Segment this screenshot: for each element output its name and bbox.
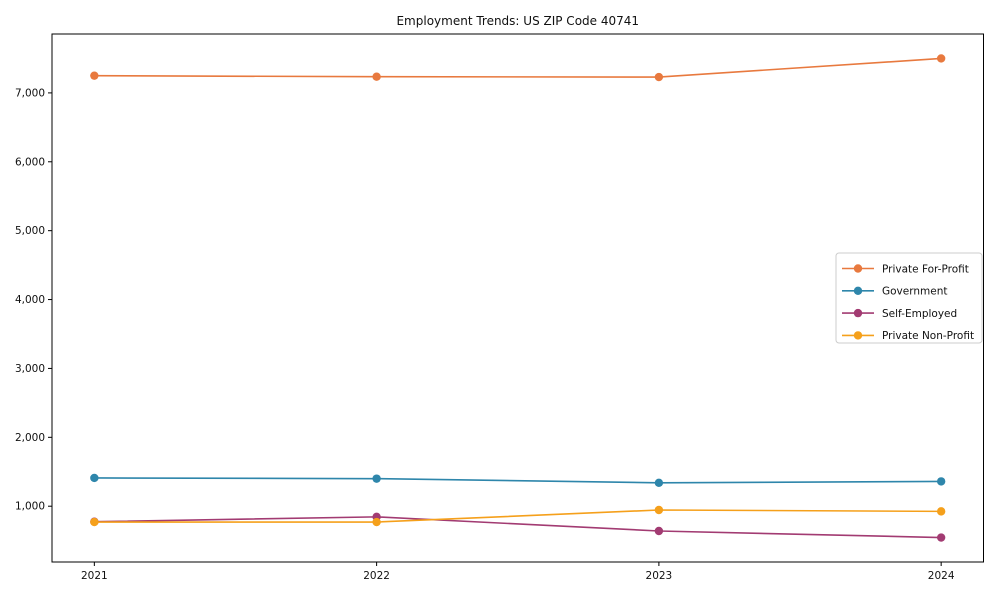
y-tick-label: 2,000 [15,432,45,444]
data-point-private-non-profit [372,517,381,527]
legend-marker [853,286,863,295]
legend-label: Self-Employed [882,308,957,320]
data-point-private-non-profit [936,507,946,516]
data-point-self-employed [936,533,946,542]
plot-frame [51,33,984,563]
data-point-private-for-profit [90,71,99,80]
series-line-government [94,477,942,484]
data-point-self-employed [654,526,664,536]
legend-marker [853,264,863,273]
legend-marker [853,308,863,318]
data-point-government [90,473,99,483]
series-line-self-employed [94,516,942,539]
data-point-government [936,477,946,486]
y-tick-label: 7,000 [15,87,45,99]
legend-marker [853,331,863,340]
data-point-private-for-profit [654,72,664,82]
legend-label: Private Non-Profit [882,330,974,342]
data-point-private-for-profit [372,72,381,81]
x-tick-label: 2022 [363,570,390,582]
series-line-private-for-profit [94,57,942,78]
chart-title: Employment Trends: US ZIP Code 40741 [396,14,639,28]
y-tick-label: 6,000 [15,156,45,168]
legend-label: Government [882,286,947,298]
data-point-government [372,474,381,483]
series-line-private-non-profit [94,509,942,523]
x-tick-label: 2024 [928,570,955,582]
y-tick-label: 4,000 [15,294,45,306]
data-point-private-for-profit [936,54,946,63]
data-point-government [654,478,664,487]
data-point-private-non-profit [90,517,99,527]
x-tick-label: 2021 [81,570,108,582]
data-point-private-non-profit [654,505,664,515]
x-tick-label: 2023 [646,570,673,582]
y-tick-label: 5,000 [15,225,45,237]
y-tick-label: 3,000 [15,363,45,375]
y-tick-label: 1,000 [15,501,45,513]
legend-box [835,252,983,344]
legend-label: Private For-Profit [882,263,969,275]
